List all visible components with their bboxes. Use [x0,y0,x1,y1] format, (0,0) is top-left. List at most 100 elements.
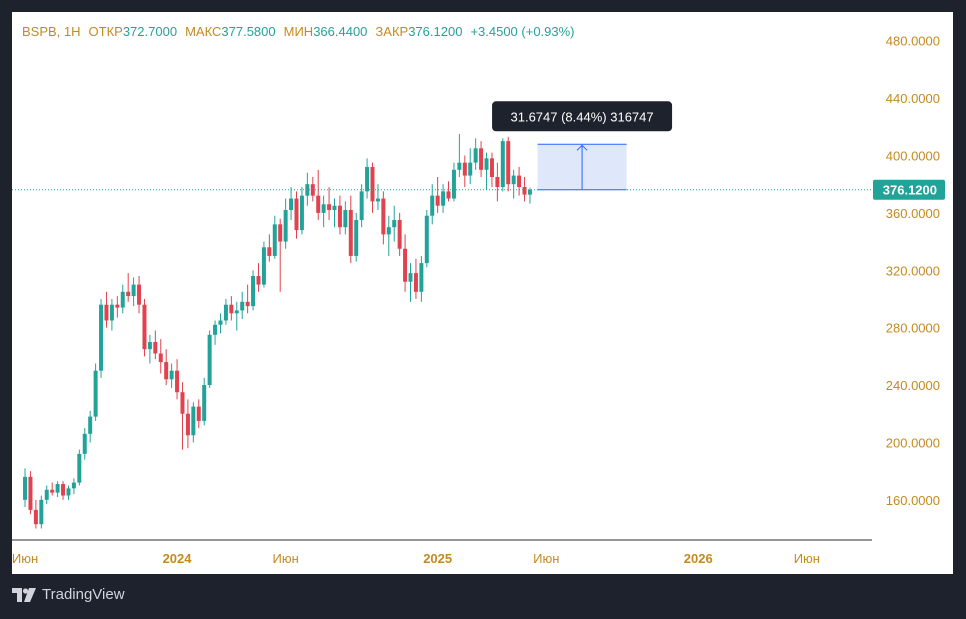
candle-body [332,205,337,210]
candle [147,334,152,364]
candle-body [207,334,212,386]
candle-body [365,166,370,192]
candle-body [77,453,82,483]
candle [180,382,185,450]
candle-body [408,273,413,282]
candle-body [137,284,142,305]
candle [457,133,462,177]
candle-body [354,220,359,256]
candle [506,136,511,192]
candle-body [283,210,288,242]
x-tick-label: Июн [794,551,820,566]
candle [251,270,256,311]
candle-body [104,304,109,321]
candle [175,359,180,400]
candle-body [506,141,511,185]
measure-arrow-icon [576,144,588,151]
candle-body [299,195,304,231]
candle-body [33,509,38,525]
candle-body [39,499,44,525]
y-tick-label: 280.0000 [886,321,940,336]
candle-body [120,291,125,308]
candle-body [457,162,462,170]
candle-body [28,476,33,510]
candle [28,471,33,515]
candle-body [164,362,169,380]
last-price-tag-label: 376.1200 [883,183,937,198]
candle-body [473,148,478,163]
open-value: 372.7000 [122,24,178,39]
candle [104,291,109,328]
high-label: МАКС [185,24,222,39]
candle [267,234,272,262]
low-label: МИН [283,24,314,39]
candle-body [202,385,207,421]
candle-body [413,273,418,292]
candle-body [278,224,283,242]
candle-body [468,162,473,176]
candle-body [115,304,120,308]
candle [316,169,321,221]
candle-body [267,247,272,256]
measure-tooltip: 31.6747 (8.44%) 316747 [492,101,673,132]
candle-body [500,141,505,188]
candle [283,198,288,249]
chart-panel[interactable]: 160.0000 200.0000 240.0000 280.0000 320.0000… [12,12,953,574]
candle-body [196,406,201,421]
candle [55,481,60,497]
candle-body [99,304,104,371]
candle [142,298,147,357]
candle-body [343,210,348,228]
candle-body [495,177,500,188]
candle-body [479,148,484,170]
candle [468,148,473,185]
candle [403,234,408,292]
candle [158,339,163,374]
candle-body [337,205,342,228]
y-tick-label: 240.0000 [886,378,940,393]
close-value: 376.1200 [408,24,463,39]
candle [354,212,359,262]
chart-canvas[interactable]: 160.0000 200.0000 240.0000 280.0000 320.0000… [12,12,953,574]
last-price-tag: 376.1200 [873,179,945,200]
candle [256,263,261,292]
candle [120,284,125,314]
ohlc-legend: BSPB, 1H ОТКР 372.7000 МАКС 377.5800 МИН… [22,24,575,39]
candle [327,187,332,221]
candle [66,485,71,500]
candle-body [82,433,87,454]
candle [294,191,299,239]
x-tick-label: Июн [272,551,298,566]
candle [446,181,451,202]
candle [137,276,142,314]
candle [126,273,131,302]
candle [370,162,375,213]
candle-body [229,304,234,314]
tradingview-logo-icon [12,587,36,602]
measure-tooltip-bg [492,101,673,132]
candle [348,195,353,264]
candle-body [251,276,256,307]
candle-body [441,191,446,206]
candle-body [44,489,49,500]
y-tick-label: 360.0000 [886,206,940,221]
candle [115,296,120,318]
candle [234,301,239,331]
brand-footer[interactable]: TradingView [12,586,125,603]
candle [202,377,207,426]
candle [185,399,190,449]
x-tick-label: 2024 [163,551,193,566]
candle-body [147,342,152,350]
candle-body [158,353,163,363]
candle [359,184,364,228]
last-price-tag-bg [873,179,945,200]
candle [109,298,114,331]
candle-body [93,370,98,417]
candle [527,187,532,204]
close-label: ЗАКР [375,24,409,39]
candle [386,215,391,256]
candle [229,296,234,321]
candle-body [175,370,180,393]
candle-body [424,215,429,264]
